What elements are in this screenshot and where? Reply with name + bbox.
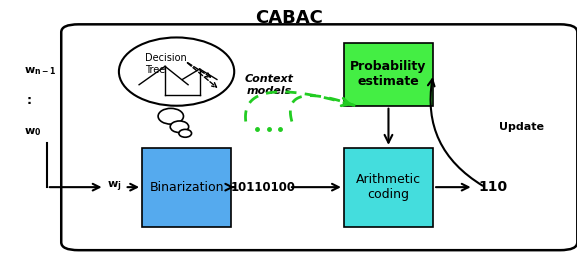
- Text: $\mathbf{w_0}$: $\mathbf{w_0}$: [24, 126, 41, 138]
- FancyBboxPatch shape: [344, 43, 433, 106]
- Ellipse shape: [158, 108, 183, 124]
- Text: 110: 110: [478, 180, 507, 194]
- Text: $\mathbf{w_j}$: $\mathbf{w_j}$: [108, 180, 122, 194]
- Text: Binarization: Binarization: [149, 181, 224, 194]
- FancyBboxPatch shape: [61, 24, 577, 250]
- FancyBboxPatch shape: [344, 148, 433, 227]
- Ellipse shape: [179, 129, 191, 137]
- Text: Decision
Tree: Decision Tree: [145, 53, 187, 74]
- FancyBboxPatch shape: [142, 148, 231, 227]
- Text: Probability
estimate: Probability estimate: [350, 60, 427, 88]
- Ellipse shape: [170, 121, 188, 133]
- Text: CABAC: CABAC: [255, 8, 323, 27]
- Text: 10110100: 10110100: [231, 181, 295, 194]
- Text: Update: Update: [499, 122, 544, 132]
- Text: $\mathbf{w_{n-1}}$: $\mathbf{w_{n-1}}$: [24, 66, 56, 78]
- Text: Context
models: Context models: [244, 74, 293, 96]
- Ellipse shape: [119, 37, 234, 106]
- Text: :: :: [27, 94, 32, 107]
- Text: Arithmetic
coding: Arithmetic coding: [356, 173, 421, 201]
